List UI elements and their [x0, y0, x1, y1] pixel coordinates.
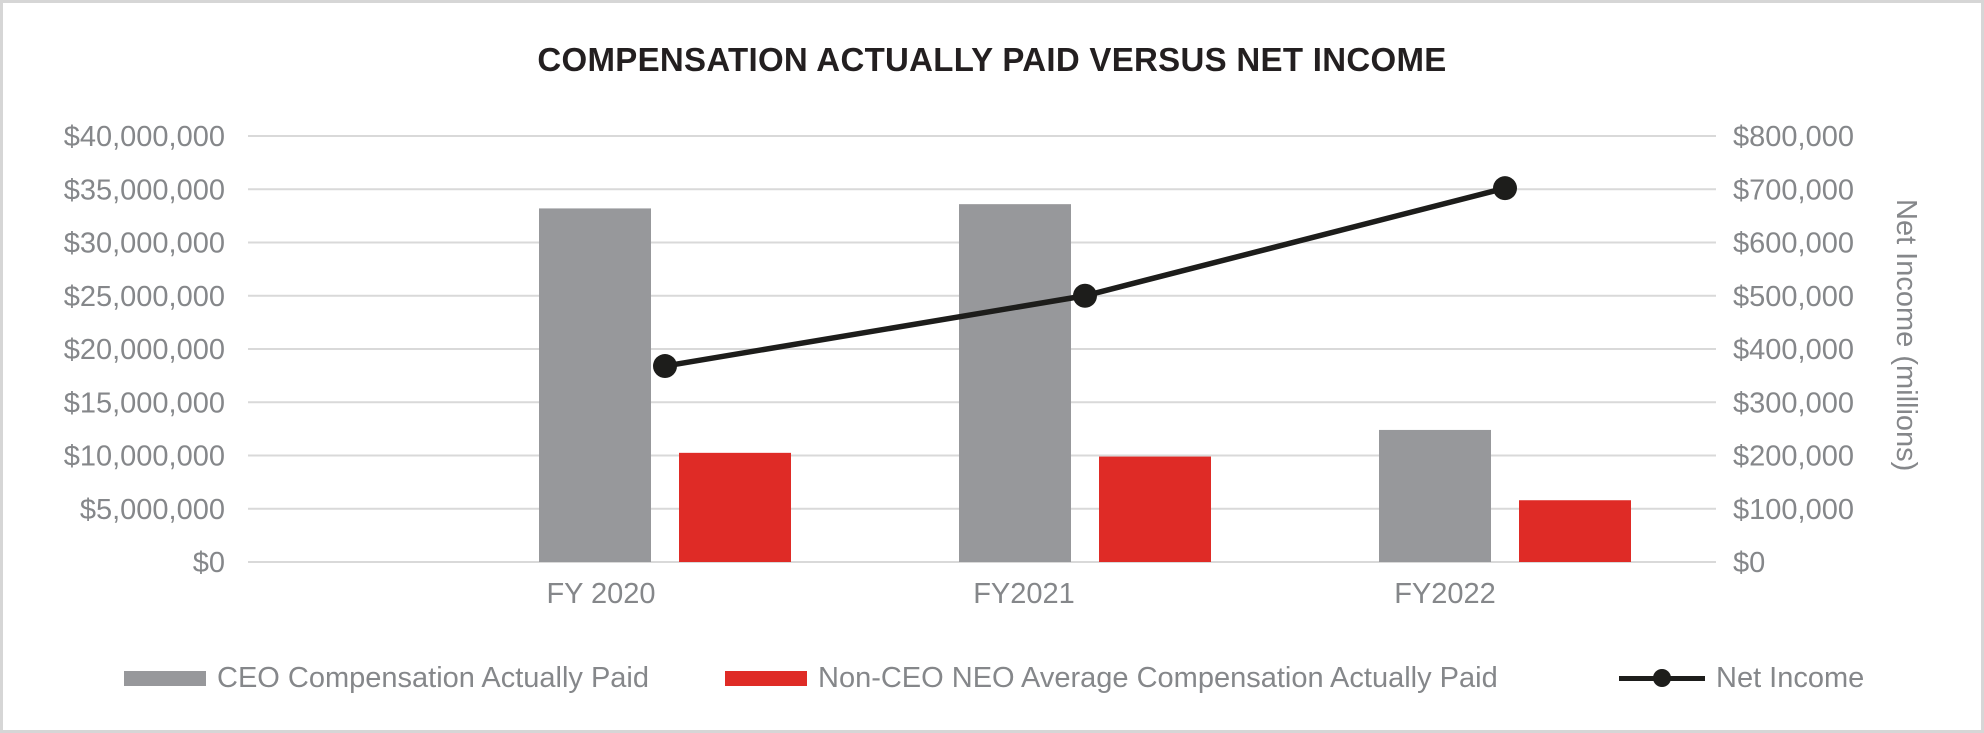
legend-swatch-red-bar	[725, 670, 807, 686]
left-axis-tick-label: $30,000,000	[64, 228, 225, 260]
bar-nonceo-compensation	[679, 452, 791, 562]
left-axis-tick-label: $40,000,000	[64, 121, 225, 153]
bar-ceo-compensation	[539, 208, 651, 563]
right-axis-tick-label: $600,000	[1733, 228, 1854, 260]
legend-item-nonceo-compensation: Non-CEO NEO Average Compensation Actuall…	[725, 662, 1498, 694]
legend-dot-icon	[1653, 669, 1671, 687]
legend: CEO Compensation Actually Paid Non-CEO N…	[3, 662, 1981, 694]
net-income-line	[664, 185, 1506, 369]
left-axis-tick-label: $10,000,000	[64, 441, 225, 473]
left-axis-tick-label: $0	[193, 547, 225, 579]
right-axis-title: Net Income (millions)	[1890, 199, 1922, 472]
net-income-marker	[1493, 176, 1517, 201]
right-axis-tick-label: $400,000	[1733, 334, 1854, 366]
bar-ceo-compensation	[1379, 429, 1491, 562]
left-axis-tick-label: $35,000,000	[64, 174, 225, 206]
right-axis-tick-label: $500,000	[1733, 281, 1854, 313]
net-income-marker	[1073, 283, 1097, 308]
bar-nonceo-compensation	[1099, 456, 1211, 562]
right-axis-tick-label: $200,000	[1733, 441, 1854, 473]
right-axis-tick-label: $100,000	[1733, 494, 1854, 526]
net-income-marker	[653, 354, 677, 379]
left-axis-tick-label: $25,000,000	[64, 281, 225, 313]
right-axis-tick-label: $0	[1733, 547, 1765, 579]
left-axis-tick-label: $5,000,000	[80, 494, 225, 526]
bar-nonceo-compensation	[1519, 500, 1631, 562]
x-axis-category-label: FY2021	[973, 578, 1075, 610]
legend-item-net-income: Net Income	[1619, 662, 1864, 694]
left-axis-tick-label: $20,000,000	[64, 334, 225, 366]
x-axis-category-label: FY 2020	[546, 578, 655, 610]
legend-label-net-income: Net Income	[1716, 661, 1865, 694]
plot-area: $40,000,000 $35,000,000 $30,000,000 $25,000…	[64, 121, 1854, 610]
right-axis-tick-label: $800,000	[1733, 121, 1854, 153]
legend-line-marker-sample	[1619, 669, 1705, 687]
legend-item-ceo-compensation: CEO Compensation Actually Paid	[124, 662, 649, 694]
legend-swatch-gray-bar	[124, 670, 206, 686]
legend-label-ceo-compensation: CEO Compensation Actually Paid	[217, 661, 649, 694]
chart-title: COMPENSATION ACTUALLY PAID VERSUS NET IN…	[537, 41, 1447, 78]
right-axis-tick-label: $300,000	[1733, 387, 1854, 419]
right-axis-tick-label: $700,000	[1733, 174, 1854, 206]
left-axis-tick-label: $15,000,000	[64, 387, 225, 419]
bar-ceo-compensation	[959, 204, 1071, 562]
legend-label-nonceo-compensation: Non-CEO NEO Average Compensation Actuall…	[818, 661, 1498, 694]
x-axis-category-label: FY2022	[1394, 578, 1496, 610]
